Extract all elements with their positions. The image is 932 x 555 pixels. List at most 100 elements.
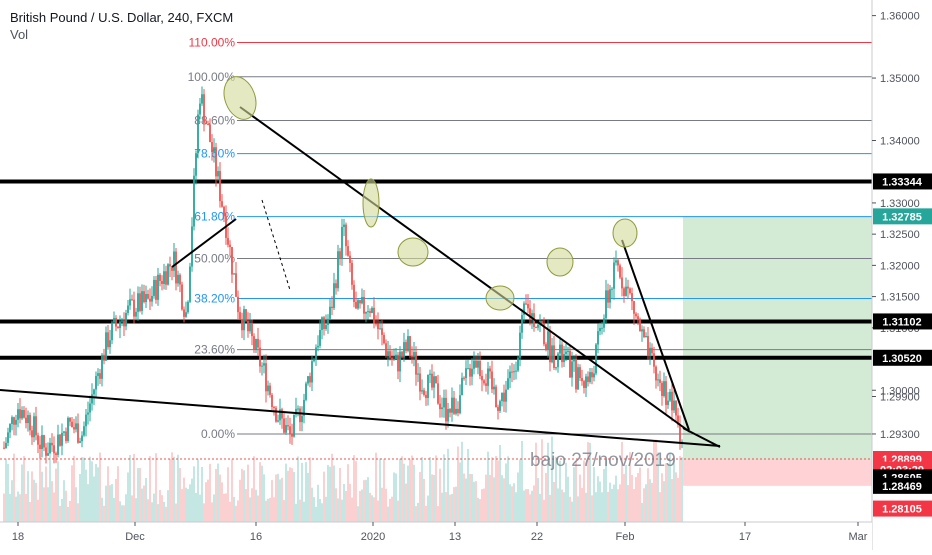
volume-bar	[153, 493, 155, 522]
fib-level-label: 100.00%	[188, 70, 236, 84]
candle-body	[315, 347, 317, 360]
volume-bar	[525, 489, 527, 522]
candle-body	[95, 375, 97, 390]
volume-bar	[663, 481, 665, 522]
candle-body	[71, 421, 73, 428]
candle-body	[551, 345, 553, 363]
candle-body	[425, 394, 427, 399]
highlight-ellipse[interactable]	[362, 178, 380, 228]
channel-trendline[interactable]	[171, 218, 237, 268]
candle-body	[449, 408, 451, 413]
volume-bar	[529, 494, 531, 522]
volume-bar	[559, 460, 561, 522]
candle-body	[161, 280, 163, 284]
volume-bar	[369, 492, 371, 522]
price-tick-label: 1.32500	[880, 229, 920, 241]
volume-bar	[151, 502, 153, 522]
candle-body	[605, 290, 607, 319]
volume-bar	[353, 455, 355, 522]
candle-body	[491, 371, 493, 390]
candle-body	[207, 124, 209, 126]
volume-bar	[63, 480, 65, 522]
candle-body	[325, 324, 327, 330]
candle-body	[107, 332, 109, 348]
candle-body	[657, 379, 659, 381]
volume-bar	[231, 459, 233, 522]
candle-body	[623, 288, 625, 296]
candle-body	[389, 351, 391, 358]
volume-bar	[279, 479, 281, 522]
candle-body	[675, 400, 677, 416]
time-axis[interactable]	[0, 522, 872, 550]
volume-bar	[143, 485, 145, 522]
volume-bar	[573, 467, 575, 522]
candle-body	[167, 264, 169, 285]
candle-body	[199, 103, 201, 115]
volume-bar	[367, 477, 369, 522]
candle-body	[643, 329, 645, 338]
volume-bar	[627, 485, 629, 522]
volume-bar	[603, 469, 605, 522]
candle-body	[253, 336, 255, 350]
candle-body	[659, 379, 661, 383]
candle-body	[269, 385, 271, 395]
volume-bar	[259, 462, 261, 522]
volume-bar	[433, 475, 435, 522]
candle-body	[403, 342, 405, 358]
candle-body	[515, 370, 517, 372]
volume-bar	[499, 445, 501, 522]
volume-bar	[307, 472, 309, 522]
wedge-apex-line[interactable]	[682, 427, 721, 448]
volume-bar	[15, 496, 17, 522]
candle-body	[273, 407, 275, 409]
candle-body	[125, 312, 127, 327]
volume-bar	[497, 460, 499, 522]
volume-bar	[633, 489, 635, 522]
volume-bar	[467, 448, 469, 522]
highlight-ellipse[interactable]	[218, 72, 261, 124]
candle-body	[255, 338, 257, 350]
candle-body	[29, 415, 31, 431]
volume-bar	[645, 484, 647, 522]
candle-body	[25, 417, 27, 424]
time-tick-label: 17	[739, 531, 751, 543]
upper-trendline[interactable]	[239, 106, 691, 433]
volume-bar	[183, 477, 185, 522]
dashed-trendline[interactable]	[261, 199, 291, 291]
lower-trendline[interactable]	[0, 389, 721, 447]
volume-bar	[305, 462, 307, 522]
volume-bar	[405, 483, 407, 522]
candle-body	[145, 294, 147, 303]
target-zone	[683, 216, 872, 459]
candle-body	[431, 373, 433, 388]
volume-bar	[187, 488, 189, 522]
volume-bar	[511, 486, 513, 522]
candle-body	[485, 383, 487, 386]
volume-bar	[215, 469, 217, 522]
highlight-ellipse[interactable]	[612, 218, 638, 248]
candle-body	[133, 299, 135, 317]
volume-bar	[453, 487, 455, 522]
volume-bar	[613, 484, 615, 522]
candle-body	[177, 274, 179, 284]
candle-body	[455, 408, 457, 414]
candle-body	[545, 344, 547, 350]
highlight-ellipse[interactable]	[546, 247, 574, 277]
volume-bar	[147, 499, 149, 522]
volume-bar	[461, 441, 463, 522]
volume-bar	[459, 462, 461, 522]
candle-body	[583, 381, 585, 388]
candle-body	[15, 419, 17, 425]
volume-bar	[137, 468, 139, 522]
candle-body	[331, 306, 333, 308]
candle-body	[367, 311, 369, 313]
volume-bar	[221, 482, 223, 522]
steep-trendline[interactable]	[621, 239, 690, 431]
candle-body	[113, 317, 115, 323]
candle-body	[323, 317, 325, 330]
volume-bar	[49, 452, 51, 522]
highlight-ellipse[interactable]	[485, 285, 515, 311]
price-tick-label: 1.30000	[880, 385, 920, 397]
highlight-ellipse[interactable]	[397, 237, 429, 267]
